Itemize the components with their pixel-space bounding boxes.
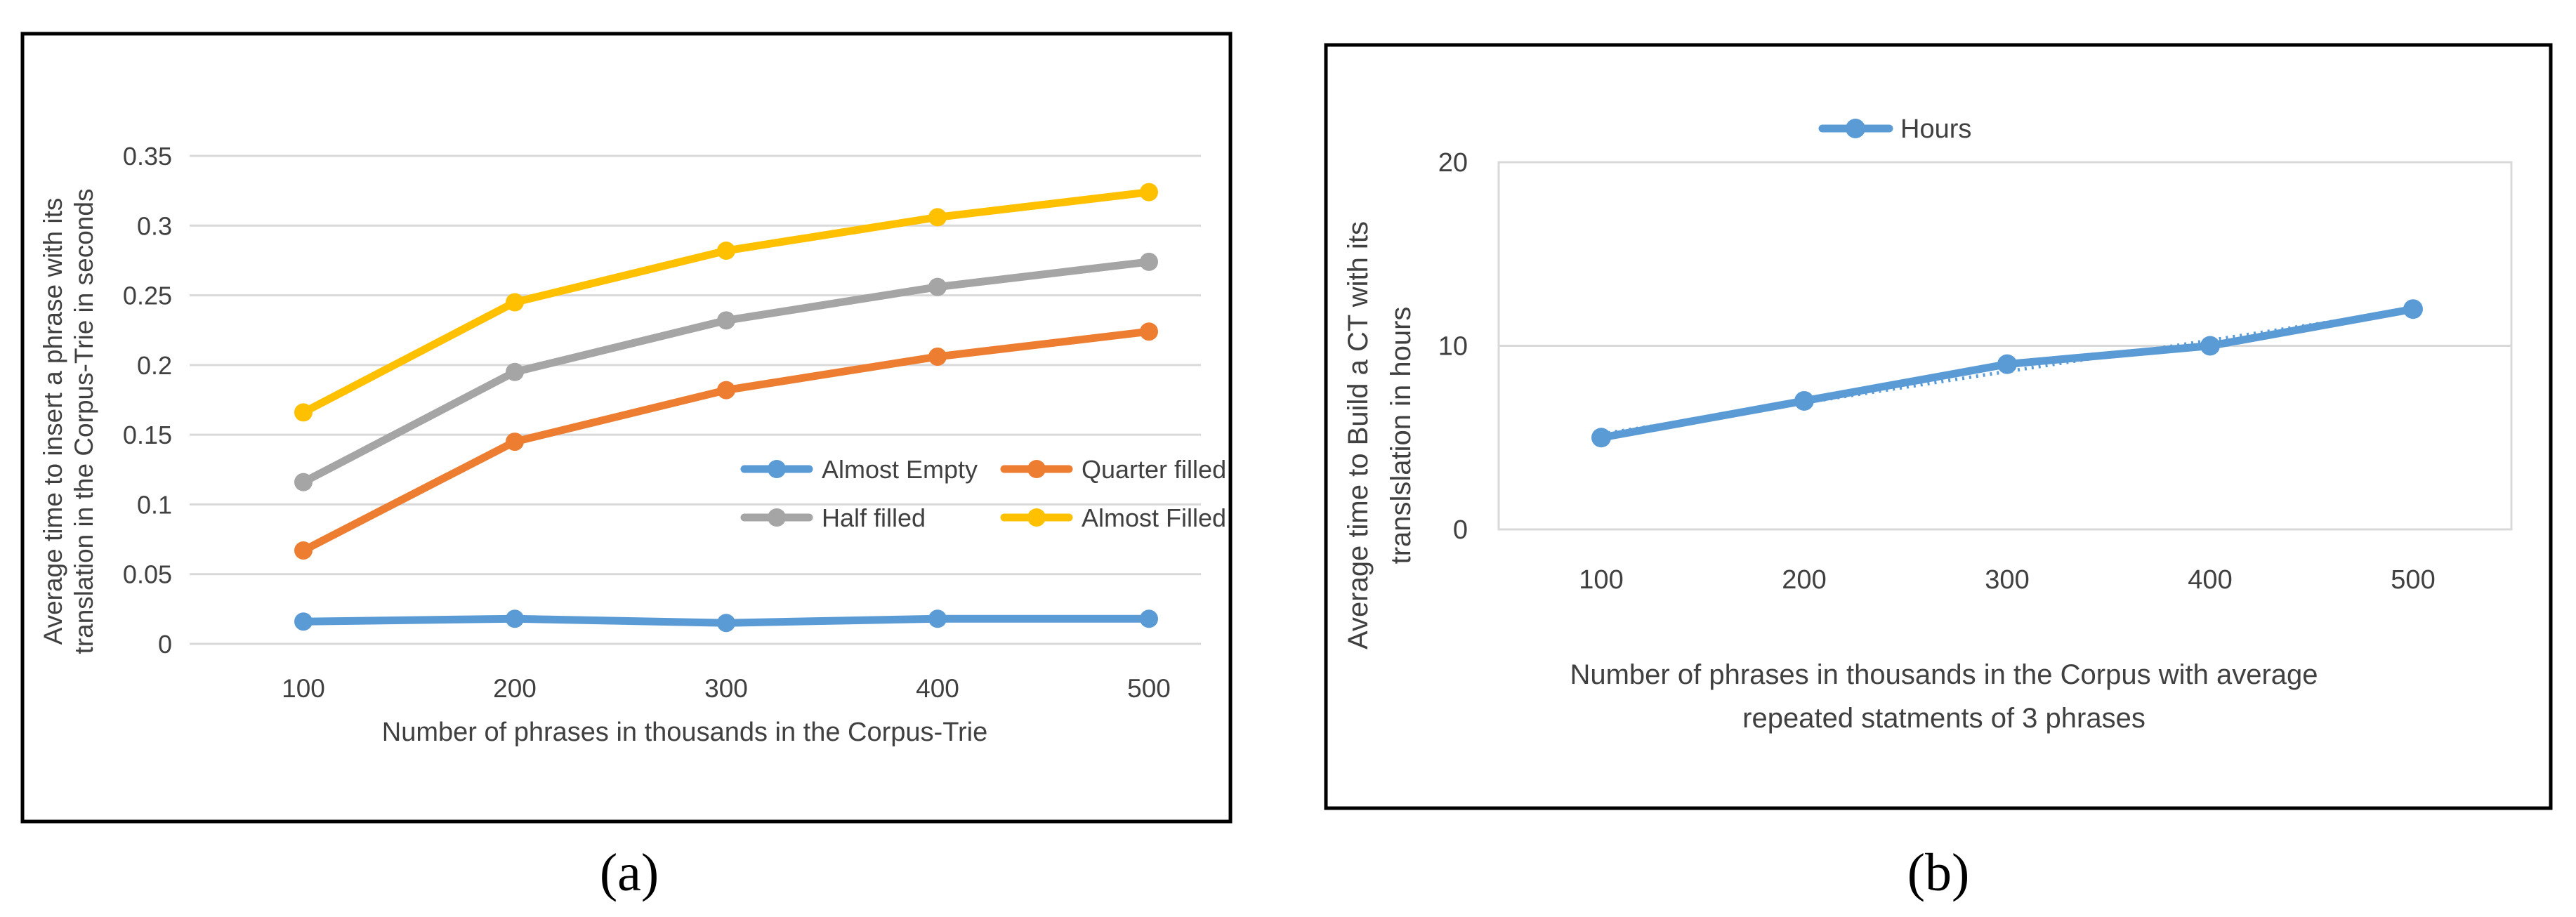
chart-b-y-axis-label-line2: translslation in hours xyxy=(1386,307,1417,565)
chart-a-y-tick-label: 0.15 xyxy=(123,421,172,449)
chart-a-series-1-point xyxy=(506,433,524,451)
chart-a-x-tick-label: 500 xyxy=(1127,674,1171,703)
chart-b-x-tick-label: 500 xyxy=(2391,565,2435,595)
chart-b-x-tick-label: 400 xyxy=(2188,565,2232,595)
chart-a-series-3-point xyxy=(506,293,524,312)
chart-a-y-tick-label: 0.1 xyxy=(137,490,172,519)
chart-a-x-tick-label: 300 xyxy=(704,674,748,703)
chart-b-x-tick-label: 100 xyxy=(1579,565,1623,595)
chart-a-series-2-point xyxy=(717,311,735,330)
chart-a-y-tick-label: 0.25 xyxy=(123,282,172,310)
chart-b-x-axis-label-line2: repeated statments of 3 phrases xyxy=(1742,703,2145,734)
chart-a-legend-label: Almost Filled xyxy=(1082,503,1226,532)
chart-a-y-ticks: 0 0.05 0.1 0.15 0.2 0.25 0.3 0.35 xyxy=(123,142,172,659)
chart-a-series xyxy=(294,183,1158,633)
chart-b-x-axis-label-line1: Number of phrases in thousands in the Co… xyxy=(1570,659,2318,690)
chart-a-gridlines xyxy=(190,154,1201,645)
chart-b-series-0-point xyxy=(2200,336,2220,356)
chart-a-y-tick-label: 0 xyxy=(158,630,172,659)
chart-a-series-2-point xyxy=(506,362,524,381)
chart-a-y-axis-label-line2: translation in the Corpus-Trie in second… xyxy=(70,189,98,654)
chart-b-y-axis-label-line1: Average time to Build a CT with its xyxy=(1343,221,1374,649)
chart-a-series-0-point xyxy=(717,614,735,633)
chart-a-series-2-point xyxy=(928,277,947,296)
chart-a-series-0-point xyxy=(506,609,524,628)
chart-b-series-0-point xyxy=(1794,390,1814,411)
chart-a-x-ticks: 100 200 300 400 500 xyxy=(282,674,1171,703)
chart-a-frame xyxy=(20,32,1233,824)
chart-a-x-tick-label: 400 xyxy=(916,674,959,703)
chart-b-x-ticks: 100 200 300 400 500 xyxy=(1579,565,2435,595)
chart-a-x-axis-label: Number of phrases in thousands in the Co… xyxy=(382,718,987,747)
chart-b-y-tick-label: 0 xyxy=(1453,515,1468,545)
chart-b-y-ticks: 0 10 20 xyxy=(1438,148,1468,545)
chart-b-legend-label: Hours xyxy=(1900,114,1971,144)
chart-a-series-0-point xyxy=(1140,609,1158,628)
chart-a-series-1-point xyxy=(294,541,313,560)
chart-a-series-3-point xyxy=(294,403,313,422)
chart-a-series-2-point xyxy=(1140,252,1158,271)
chart-a-legend: Almost Empty Quarter filled Half filled Alm… xyxy=(740,455,1226,532)
chart-a-series-0-point xyxy=(294,612,313,631)
chart-a-x-tick-label: 100 xyxy=(282,674,325,703)
chart-b-legend: Hours xyxy=(1818,114,1971,144)
chart-a-y-tick-label: 0.3 xyxy=(137,211,172,240)
chart-a-series-1-point xyxy=(928,347,947,366)
chart-a: 0 0.05 0.1 0.15 0.2 0.25 0.3 0.35 100 200 300 400 5… xyxy=(20,32,1233,824)
chart-a-y-axis-label-line1: Average time to insert a phrase with its xyxy=(39,198,67,645)
chart-b-y-tick-label: 10 xyxy=(1438,332,1468,362)
chart-b-x-tick-label: 300 xyxy=(1985,565,2029,595)
chart-b-gridlines xyxy=(1499,161,2511,531)
chart-a-series-1-point xyxy=(1140,322,1158,341)
chart-a-series-2-point xyxy=(294,473,313,492)
chart-a-series-1-point xyxy=(717,381,735,400)
chart-a-legend-swatch-marker xyxy=(768,460,786,478)
chart-a-legend-swatch-marker xyxy=(1027,508,1046,527)
chart-b-legend-swatch-marker xyxy=(1846,119,1865,138)
chart-a-legend-label: Quarter filled xyxy=(1082,455,1226,484)
chart-b-x-tick-label: 200 xyxy=(1782,565,1826,595)
chart-a-y-tick-label: 0.35 xyxy=(123,142,172,171)
chart-b: 0 10 20 100 200 300 400 500 Number of phrases … xyxy=(1324,43,2553,810)
chart-a-legend-swatch-marker xyxy=(1027,460,1046,478)
chart-b-series-0-point xyxy=(2403,299,2423,319)
chart-b-y-tick-label: 20 xyxy=(1438,148,1468,178)
chart-a-y-tick-label: 0.2 xyxy=(137,351,172,380)
chart-a-series-3-point xyxy=(717,242,735,260)
chart-a-y-tick-label: 0.05 xyxy=(123,560,172,589)
panel-a-label: (a) xyxy=(600,843,659,902)
chart-a-legend-swatch-marker xyxy=(768,508,786,527)
chart-b-series-0-point xyxy=(1997,354,2017,374)
chart-a-series-3-point xyxy=(1140,183,1158,202)
chart-b-series xyxy=(1591,299,2423,448)
chart-a-legend-label: Half filled xyxy=(822,503,926,532)
panel-b-label: (b) xyxy=(1907,843,1970,902)
chart-a-series-3-point xyxy=(928,208,947,227)
chart-a-legend-label: Almost Empty xyxy=(822,455,978,484)
chart-a-series-0-point xyxy=(928,609,947,628)
chart-b-frame xyxy=(1324,43,2553,810)
chart-a-x-tick-label: 200 xyxy=(493,674,537,703)
chart-b-series-0-point xyxy=(1591,428,1611,448)
